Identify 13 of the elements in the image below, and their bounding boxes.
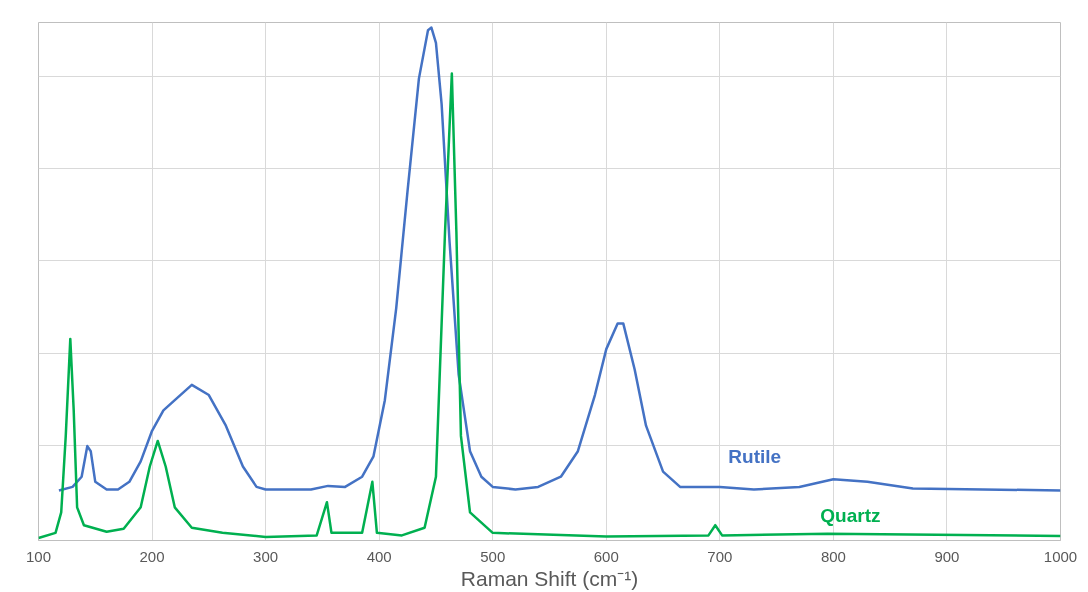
series-label: Rutile <box>728 445 782 467</box>
series-label: Quartz <box>820 504 881 526</box>
x-tick-label: 800 <box>820 547 846 565</box>
x-tick-label: 400 <box>366 547 392 565</box>
x-tick-label: 300 <box>253 547 279 565</box>
x-tick-label: 100 <box>25 547 52 565</box>
x-tick-label: 1000 <box>1043 547 1078 565</box>
x-tick-label: 500 <box>480 547 506 565</box>
x-tick-label: 200 <box>139 547 165 565</box>
x-tick-label: 600 <box>593 547 619 565</box>
x-axis-title: Raman Shift (cm⁻¹) <box>460 566 639 590</box>
x-tick-label: 900 <box>934 547 960 565</box>
x-tick-label: 700 <box>707 547 733 565</box>
